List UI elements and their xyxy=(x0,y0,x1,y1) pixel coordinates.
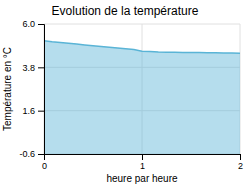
y-axis-title: Température en °C xyxy=(2,47,13,131)
title: Evolution de la température xyxy=(52,4,199,18)
x-tick-label: 0 xyxy=(42,161,47,171)
y-tick: 6.0 xyxy=(22,19,44,29)
plot-area: 0 1 2 -0.6 1.6 3.8 6.0 xyxy=(19,19,243,171)
grid xyxy=(44,24,240,154)
y-axis-line xyxy=(38,25,45,155)
area xyxy=(44,41,240,154)
x-axis: 0 1 2 xyxy=(42,154,243,171)
y-axis: -0.6 1.6 3.8 6.0 xyxy=(19,19,44,159)
x-tick-mark xyxy=(240,154,241,160)
chart-container: 0 1 2 -0.6 1.6 3.8 6.0 Evolution de la températ… xyxy=(0,0,250,188)
x-tick-label: 2 xyxy=(238,161,243,171)
y-tick: 3.8 xyxy=(22,63,44,73)
y-tick: -0.6 xyxy=(19,149,44,159)
line xyxy=(44,41,240,53)
y-tick-label: 6.0 xyxy=(22,19,35,29)
marks xyxy=(44,41,240,154)
x-tick: 0 xyxy=(42,154,47,171)
x-axis-title: heure par heure xyxy=(106,173,178,184)
x-tick-label: 1 xyxy=(140,161,145,171)
y-tick: 1.6 xyxy=(22,106,44,116)
x-tick-mark xyxy=(142,154,143,160)
y-tick-mark xyxy=(38,111,44,112)
y-tick-label: 1.6 xyxy=(22,106,35,116)
x-tick: 1 xyxy=(140,154,145,171)
chart-svg: 0 1 2 -0.6 1.6 3.8 6.0 Evolution de la températ… xyxy=(0,0,250,188)
x-axis-line xyxy=(45,155,241,161)
y-tick-mark xyxy=(38,24,44,25)
y-tick-mark xyxy=(38,154,44,155)
x-tick: 2 xyxy=(238,154,243,171)
y-tick-label: 3.8 xyxy=(22,63,35,73)
y-tick-mark xyxy=(38,67,44,68)
y-tick-label: -0.6 xyxy=(19,149,35,159)
